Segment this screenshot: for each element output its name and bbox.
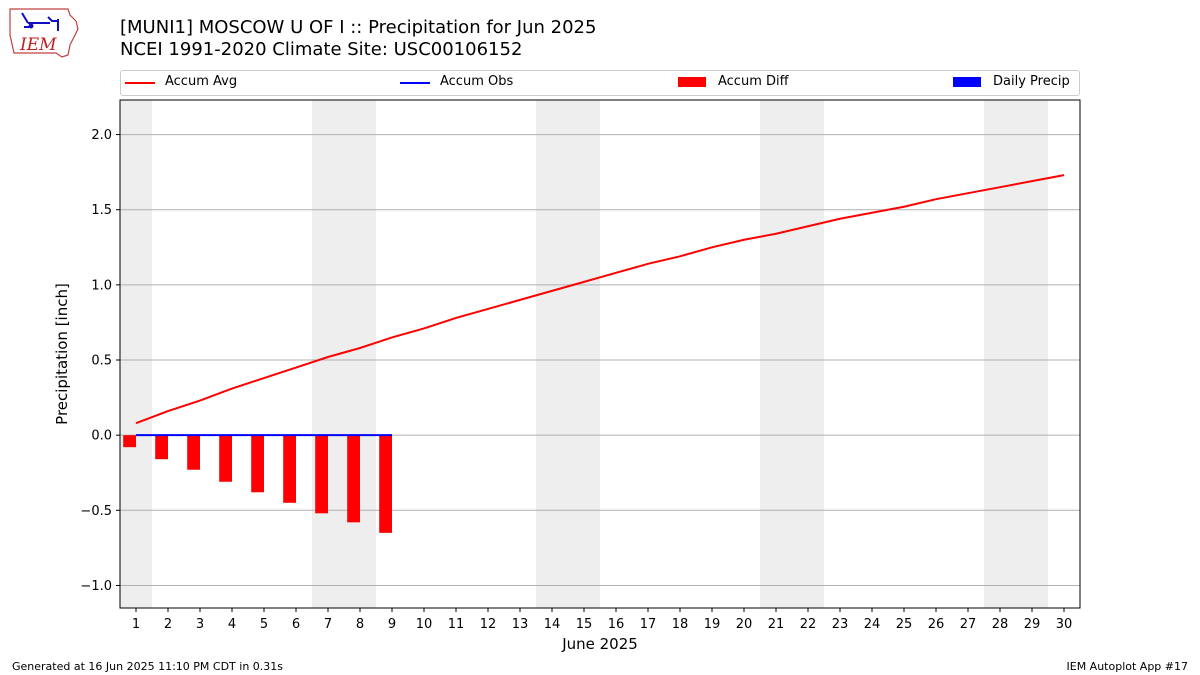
accum-avg-line: [135, 174, 1065, 425]
y-tick-label: −1.0: [80, 579, 112, 594]
x-tick-label: 15: [576, 617, 593, 632]
x-tick-label: 12: [480, 617, 497, 632]
weekend-band: [984, 100, 1048, 608]
accum-diff-bar: [347, 435, 360, 523]
x-tick-label: 11: [448, 617, 465, 632]
chart-title-line1: [MUNI1] MOSCOW U OF I :: Precipitation f…: [120, 17, 597, 38]
x-tick-label: 19: [704, 617, 721, 632]
weekend-band: [760, 100, 824, 608]
accum-diff-bar: [251, 435, 264, 493]
legend-swatch: [400, 82, 430, 84]
y-tick-label: 1.0: [91, 278, 112, 293]
chart-title-line2: NCEI 1991-2020 Climate Site: USC00106152: [120, 39, 523, 60]
weekend-band: [536, 100, 600, 608]
iowa-outline-icon: [9, 8, 79, 58]
x-tick-label: 21: [768, 617, 785, 632]
x-tick-label: 3: [196, 617, 204, 632]
accum-diff-bar: [123, 435, 136, 448]
weekend-band: [312, 100, 376, 608]
x-tick-label: 14: [544, 617, 561, 632]
footer-generated: Generated at 16 Jun 2025 11:10 PM CDT in…: [12, 660, 284, 673]
accum-diff-bar: [219, 435, 232, 482]
footer-app: IEM Autoplot App #17: [1066, 660, 1189, 673]
y-tick-label: 2.0: [91, 128, 112, 143]
x-axis-label: June 2025: [561, 635, 638, 653]
y-tick-label: 0.0: [91, 429, 112, 444]
x-tick-label: 8: [356, 617, 364, 632]
y-axis-label: Precipitation [inch]: [53, 283, 71, 425]
legend-swatch: [953, 77, 981, 87]
accum-diff-bar: [315, 435, 328, 514]
legend-label: Accum Diff: [718, 74, 789, 89]
accum-diff-bar: [283, 435, 296, 503]
x-tick-label: 25: [896, 617, 913, 632]
y-tick-label: 1.5: [91, 203, 112, 218]
x-tick-label: 20: [736, 617, 753, 632]
legend-label: Accum Obs: [440, 74, 514, 89]
x-tick-label: 22: [800, 617, 817, 632]
x-tick-label: 16: [608, 617, 625, 632]
y-tick-label: −0.5: [80, 504, 112, 519]
weekend-band: [120, 100, 152, 608]
x-tick-label: 6: [292, 617, 300, 632]
x-tick-label: 26: [928, 617, 945, 632]
legend-swatch: [125, 82, 155, 84]
legend-label: Accum Avg: [165, 74, 238, 89]
x-tick-label: 30: [1056, 617, 1073, 632]
legend-swatch: [678, 77, 706, 87]
y-tick-label: 0.5: [91, 354, 112, 369]
x-tick-label: 9: [388, 617, 396, 632]
x-tick-label: 17: [640, 617, 657, 632]
x-tick-label: 1: [132, 617, 140, 632]
iem-logo: IEM: [9, 8, 79, 58]
x-tick-label: 18: [672, 617, 689, 632]
x-tick-label: 29: [1024, 617, 1041, 632]
x-tick-label: 28: [992, 617, 1009, 632]
x-tick-label: 24: [864, 617, 881, 632]
x-tick-label: 27: [960, 617, 977, 632]
accum-diff-bar: [155, 435, 168, 460]
accum-diff-bar: [187, 435, 200, 470]
logo-text: IEM: [19, 35, 57, 55]
x-tick-label: 4: [228, 617, 236, 632]
x-tick-label: 7: [324, 617, 332, 632]
x-tick-label: 5: [260, 617, 268, 632]
x-tick-label: 10: [416, 617, 433, 632]
weather-station-icon: [21, 12, 59, 31]
plot-frame: [119, 99, 1081, 609]
legend: Accum Avg Accum Obs Accum Diff Daily Pre…: [120, 70, 1080, 96]
x-tick-label: 13: [512, 617, 529, 632]
accum-diff-bar: [379, 435, 392, 533]
x-tick-label: 23: [832, 617, 849, 632]
x-tick-label: 2: [164, 617, 172, 632]
legend-label: Daily Precip: [993, 74, 1070, 89]
